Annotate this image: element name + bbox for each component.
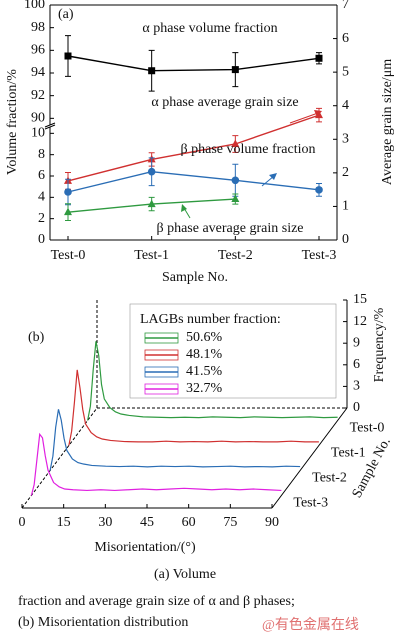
- y-tick-label: 12: [353, 314, 367, 329]
- tick-label: 0: [342, 232, 349, 247]
- marker: [231, 194, 240, 203]
- depth-label: Test-3: [293, 496, 328, 511]
- x-axis-label: Misorientation/(°): [94, 540, 196, 555]
- series-label: α phase volume fraction: [142, 21, 277, 36]
- x-tick-label: Test-1: [134, 248, 169, 263]
- legend-title: LAGBs number fraction:: [140, 312, 281, 327]
- marker: [147, 167, 156, 176]
- y-axis-label: Volume fraction/%: [5, 69, 20, 175]
- legend-swatch: [144, 383, 179, 395]
- series-line: [67, 114, 320, 182]
- tick-label: 98: [31, 20, 45, 35]
- series-label: β phase volume fraction: [180, 142, 315, 157]
- tick-label: 96: [31, 43, 45, 58]
- marker: [231, 66, 239, 74]
- axis: [271, 407, 348, 509]
- series-label: β phase average grain size: [156, 221, 303, 236]
- series-line: [87, 341, 338, 421]
- y-tick-label: 6: [353, 357, 360, 372]
- arrow-head: [269, 173, 277, 180]
- x-tick-label: Test-3: [302, 248, 337, 263]
- tick-label: 100: [24, 0, 45, 12]
- series-label: α phase average grain size: [151, 95, 298, 110]
- legend-label: 32.7%: [186, 381, 223, 396]
- marker: [231, 176, 240, 185]
- series-line: [49, 409, 301, 471]
- x-tick-label: 0: [19, 515, 26, 530]
- legend-label: 50.6%: [186, 330, 223, 345]
- x-tick-label: Test-2: [218, 248, 253, 263]
- x-tick-label: 45: [140, 515, 154, 530]
- tick-label: 1: [342, 199, 349, 214]
- y-axis-label: Frequency/%: [372, 307, 387, 382]
- legend-swatch: [144, 332, 179, 344]
- tick-label: 6: [38, 168, 45, 183]
- tick-label: 8: [38, 147, 45, 162]
- axis-break: [44, 124, 56, 130]
- tick-label: 4: [342, 98, 349, 113]
- marker: [64, 207, 72, 216]
- caption: (b) Misorientation distribution: [18, 615, 188, 630]
- marker: [147, 199, 156, 208]
- series-line: [68, 369, 319, 446]
- marker: [64, 188, 72, 196]
- marker: [64, 52, 72, 60]
- tick-label: 7: [342, 0, 349, 12]
- axis-break: [44, 122, 56, 128]
- marker: [231, 139, 240, 147]
- tick-label: 6: [342, 31, 349, 46]
- tick-label: 90: [31, 111, 45, 126]
- tick-label: 94: [31, 65, 45, 80]
- panel-label: (a): [58, 7, 74, 22]
- x-tick-label: Test-0: [51, 248, 86, 263]
- tick-label: 92: [31, 88, 45, 103]
- tick-label: 3: [342, 132, 349, 147]
- watermark: @有色金属在线: [262, 616, 359, 633]
- legend-swatch: [144, 366, 179, 378]
- axis: [21, 407, 98, 509]
- x-tick-label: 60: [182, 515, 196, 530]
- tick-label: 4: [38, 190, 45, 205]
- y2-axis-label: Average grain size/μm: [380, 59, 395, 185]
- depth-label: Test-0: [350, 421, 385, 436]
- arrow: [289, 112, 319, 124]
- marker: [315, 54, 323, 62]
- legend-label: 41.5%: [186, 364, 223, 379]
- caption: (a) Volume: [154, 567, 216, 582]
- panel-label: (b): [28, 330, 45, 345]
- y-tick-label: 0: [353, 400, 360, 415]
- depth-label: Test-1: [331, 446, 366, 461]
- series-line: [30, 432, 282, 496]
- tick-label: 2: [342, 165, 349, 180]
- y-tick-label: 3: [353, 379, 360, 394]
- x-tick-label: 30: [98, 515, 112, 530]
- legend-label: 48.1%: [186, 347, 223, 362]
- series-line: [67, 171, 320, 193]
- marker: [315, 186, 323, 194]
- tick-label: 5: [342, 64, 349, 79]
- tick-label: 2: [38, 211, 45, 226]
- legend-swatch: [144, 349, 179, 361]
- x-tick-label: 75: [223, 515, 237, 530]
- tick-label: 10: [31, 126, 45, 141]
- x-tick-label: 15: [57, 515, 71, 530]
- series-line: [67, 55, 320, 72]
- y-tick-label: 9: [353, 335, 360, 350]
- caption: fraction and average grain size of α and…: [18, 594, 295, 609]
- marker: [148, 67, 156, 75]
- arrow-head: [181, 204, 187, 212]
- tick-label: 0: [38, 232, 45, 247]
- x-tick-label: 90: [265, 515, 279, 530]
- depth-label: Test-2: [312, 471, 347, 486]
- y-tick-label: 15: [353, 292, 367, 307]
- x-axis-label: Sample No.: [162, 270, 228, 285]
- marker: [315, 110, 323, 119]
- legend-box: [129, 303, 337, 399]
